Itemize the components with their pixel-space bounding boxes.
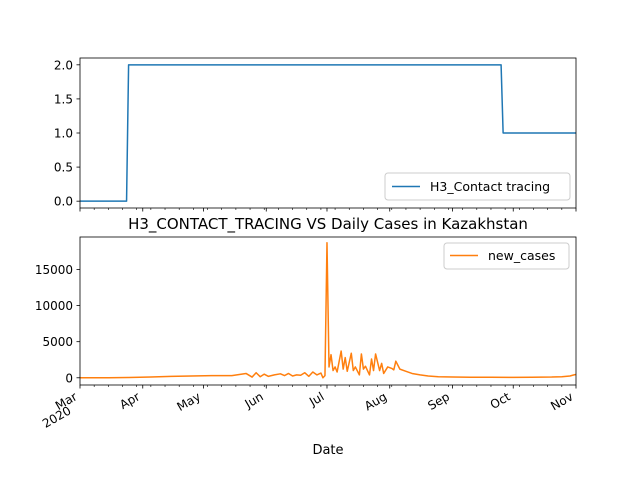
legend-label-contact-tracing: H3_Contact tracing <box>430 179 550 194</box>
daily-cases-legend: new_cases <box>443 242 570 270</box>
contact-tracing-plot-frame <box>79 57 577 209</box>
contact-tracing-y-axis: 0.0 0.5 1.0 1.5 2.0 <box>54 58 80 209</box>
x-axis-label: Date <box>312 443 343 458</box>
y-tick-label: 0.5 <box>54 161 73 175</box>
y-tick-label: 5000 <box>42 335 73 349</box>
series-line-new-cases <box>79 242 577 379</box>
chart-title: H3_CONTACT_TRACING VS Daily Cases in Kaz… <box>128 215 528 234</box>
y-tick-label: 0.0 <box>54 195 73 209</box>
y-tick-label: 2.0 <box>54 58 73 72</box>
contact-tracing-plot: 0.0 0.5 1.0 1.5 2.0 H3_Contact tracing <box>54 57 577 212</box>
series-line-h3-contact-tracing <box>80 64 576 202</box>
daily-cases-plot-frame <box>79 236 577 386</box>
y-tick-label: 15000 <box>35 263 73 277</box>
y-tick-label: 0 <box>65 371 73 385</box>
y-tick-label: 1.0 <box>54 127 73 141</box>
contact-tracing-series-group <box>80 64 576 202</box>
x-tick-label: Jul <box>306 389 326 409</box>
contact-tracing-legend: H3_Contact tracing <box>384 172 571 201</box>
y-tick-label: 10000 <box>35 299 73 313</box>
daily-cases-y-axis: 0 5000 10000 15000 <box>35 263 80 385</box>
legend-box <box>384 172 571 201</box>
legend-label-new-cases: new_cases <box>488 248 555 263</box>
legend-box <box>443 242 570 270</box>
daily-cases-series-group <box>79 242 577 379</box>
y-tick-label: 1.5 <box>54 92 73 106</box>
